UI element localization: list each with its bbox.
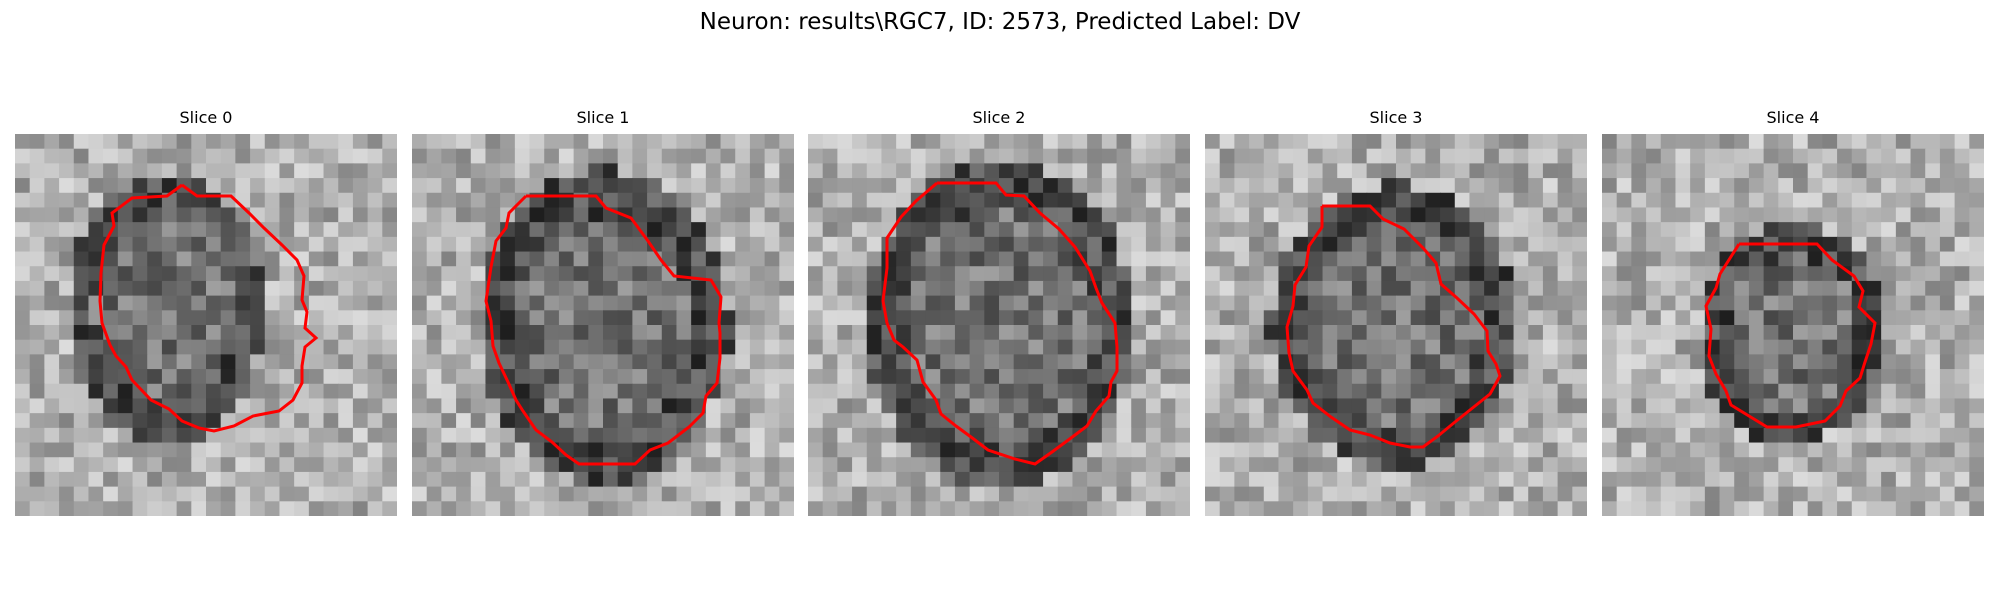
microscopy-patch: [808, 134, 1190, 516]
slice-panel-1: Slice 1: [412, 108, 794, 518]
slice-title: Slice 3: [1369, 108, 1423, 127]
microscopy-patch: [1205, 134, 1587, 516]
slice-image: [1602, 134, 1984, 516]
slice-title: Slice 0: [179, 108, 233, 127]
slice-title: Slice 2: [972, 108, 1026, 127]
slice-image: [412, 134, 794, 516]
slice-image: [1205, 134, 1587, 516]
figure-title: Neuron: results\RGC7, ID: 2573, Predicte…: [699, 9, 1301, 35]
slice-title: Slice 4: [1766, 108, 1820, 127]
slice-image: [808, 134, 1190, 516]
cell-contour: [881, 181, 1119, 466]
microscopy-patch: [412, 134, 794, 516]
cell-contour: [1704, 242, 1877, 429]
cell-contour: [484, 194, 723, 466]
slice-panel-4: Slice 4: [1602, 108, 1984, 518]
slice-panel-2: Slice 2: [808, 108, 1190, 518]
microscopy-patch: [1602, 134, 1984, 516]
cell-contour: [98, 183, 319, 433]
slice-panel-3: Slice 3: [1205, 108, 1587, 518]
microscopy-patch: [15, 134, 397, 516]
cell-contour: [1285, 204, 1502, 449]
slice-image: [15, 134, 397, 516]
slice-title: Slice 1: [576, 108, 630, 127]
slice-panel-0: Slice 0: [15, 108, 397, 518]
